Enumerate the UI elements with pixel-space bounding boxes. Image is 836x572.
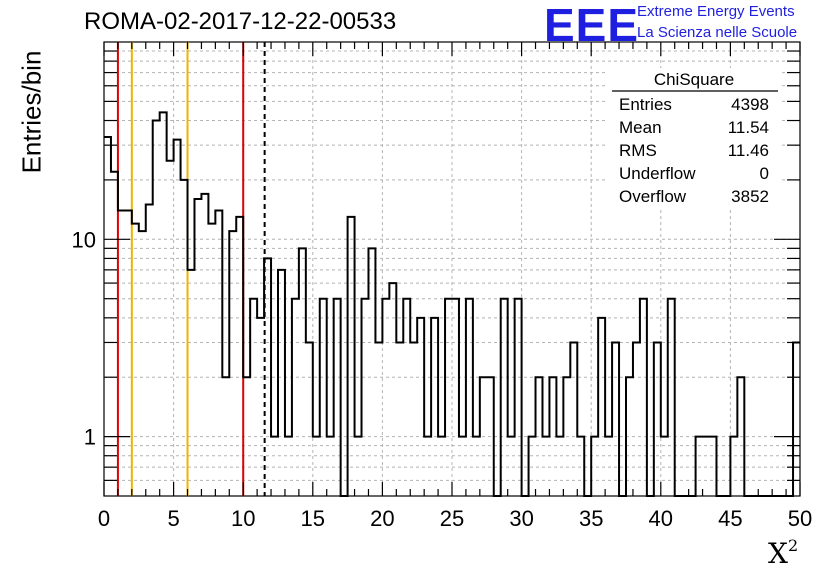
x-axis-label-exponent: 2 <box>787 536 799 555</box>
stats-label: Overflow <box>619 187 687 206</box>
stats-value: 4398 <box>731 95 769 114</box>
run-title: ROMA-02-2017-12-22-00533 <box>84 8 397 35</box>
x-tick-label: 45 <box>718 506 742 531</box>
x-tick-label: 40 <box>649 506 673 531</box>
x-tick-label: 5 <box>167 506 179 531</box>
stats-box-bg <box>608 68 780 210</box>
stats-value: 0 <box>760 164 769 183</box>
y-tick-label: 1 <box>84 425 96 450</box>
x-tick-label: 0 <box>98 506 110 531</box>
x-axis-label: X2 <box>768 536 798 570</box>
x-tick-label: 10 <box>231 506 255 531</box>
stats-box-title: ChiSquare <box>654 70 734 89</box>
y-tick-label: 10 <box>72 227 96 252</box>
x-tick-label: 20 <box>370 506 394 531</box>
stats-label: RMS <box>619 141 657 160</box>
stats-label: Mean <box>619 118 662 137</box>
x-axis-label-base: X <box>768 537 788 570</box>
histogram-outline <box>104 111 800 497</box>
x-tick-label: 15 <box>301 506 325 531</box>
x-tick-label: 50 <box>788 506 812 531</box>
x-tick-label: 35 <box>579 506 603 531</box>
x-tick-label: 25 <box>440 506 464 531</box>
tick-labels: 0 5 10 15 20 25 30 35 40 45 50 1 10 <box>72 227 813 531</box>
logo-tagline-1: Extreme Energy Events <box>637 3 795 20</box>
y-axis-label: Entries/bin <box>16 50 47 174</box>
stats-value: 11.54 <box>728 118 769 137</box>
axis-ticks <box>103 42 801 496</box>
histogram-bins <box>104 111 800 497</box>
stats-value: 11.46 <box>728 141 769 160</box>
eee-logo: EEE <box>544 0 640 51</box>
statistics-box: ChiSquare Entries 4398 Mean 11.54 RMS 11.46 Un… <box>608 68 780 210</box>
stats-label: Entries <box>619 95 672 114</box>
stats-label: Underflow <box>619 164 696 183</box>
x-tick-label: 30 <box>509 506 533 531</box>
logo-tagline-2: La Scienza nelle Scuole <box>637 24 798 41</box>
stats-value: 3852 <box>731 187 769 206</box>
